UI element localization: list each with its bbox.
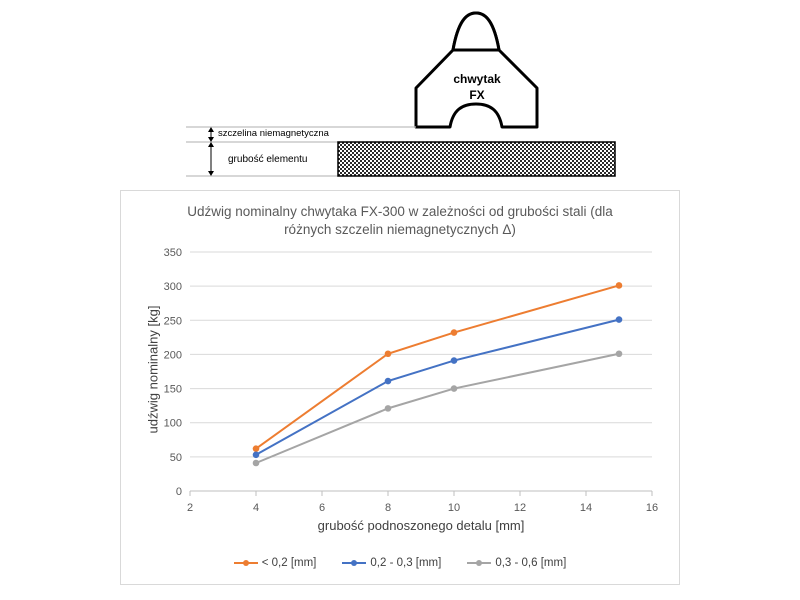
data-point <box>615 282 623 289</box>
legend-label: 0,2 - 0,3 [mm] <box>370 557 442 569</box>
gripper-diagram: chwytak FX szczelina niemagnetyczna grub… <box>186 11 616 177</box>
x-tick-label: 8 <box>385 502 391 514</box>
data-point <box>450 385 458 392</box>
chart-legend: < 0,2 [mm] 0,2 - 0,3 [mm] 0,3 - 0,6 [mm] <box>120 557 680 569</box>
thickness-label: grubość elementu <box>228 154 308 165</box>
x-tick-label: 10 <box>448 502 460 514</box>
legend-label: 0,3 - 0,6 [mm] <box>495 557 567 569</box>
y-tick-label: 250 <box>164 315 182 327</box>
data-point <box>252 451 260 459</box>
dimension-arrows <box>208 127 214 176</box>
data-point <box>252 445 260 452</box>
series-line <box>255 318 620 456</box>
data-point <box>384 377 392 385</box>
legend-label: < 0,2 [mm] <box>261 557 317 569</box>
data-point <box>450 329 458 336</box>
y-axis-label: udźwig nominalny [kg] <box>145 305 161 434</box>
data-point <box>450 357 458 364</box>
chart-area <box>120 190 680 585</box>
series-line <box>255 352 620 464</box>
x-tick-label: 12 <box>514 502 526 514</box>
x-axis-label: grubość podnoszonego detalu [mm] <box>317 518 525 533</box>
data-point <box>384 405 392 412</box>
y-tick-label: 0 <box>176 486 182 498</box>
data-point <box>384 350 392 358</box>
gripper-label-line2: FX <box>469 88 484 102</box>
x-tick-label: 4 <box>253 502 259 514</box>
x-tick-label: 14 <box>580 502 592 514</box>
y-tick-label: 350 <box>164 247 182 259</box>
gripper-top-dome <box>451 11 501 52</box>
legend-swatch <box>342 558 367 568</box>
data-point <box>252 459 260 467</box>
legend-item: 0,3 - 0,6 [mm] <box>467 557 566 569</box>
chart-title-line1: Udźwig nominalny chwytaka FX-300 w zależ… <box>187 204 613 219</box>
legend-item: 0,2 - 0,3 [mm] <box>342 557 441 569</box>
x-tick-label: 2 <box>187 502 193 514</box>
y-tick-label: 50 <box>170 452 182 464</box>
steel-element <box>337 141 616 177</box>
chart-title-line2: różnych szczelin niemagnetycznych Δ) <box>284 222 516 237</box>
legend-swatch <box>233 558 258 568</box>
x-tick-label: 6 <box>319 502 325 514</box>
gripper-label-line1: chwytak <box>453 72 501 86</box>
legend-swatch <box>467 558 492 568</box>
y-tick-label: 200 <box>164 349 182 361</box>
gap-label: szczelina niemagnetyczna <box>218 128 330 139</box>
y-tick-label: 150 <box>164 384 182 396</box>
legend-item: < 0,2 [mm] <box>233 557 317 569</box>
y-tick-label: 300 <box>164 281 182 293</box>
y-tick-label: 100 <box>164 418 182 430</box>
x-tick-label: 16 <box>646 502 658 514</box>
data-point <box>615 316 623 323</box>
series-line <box>255 284 620 450</box>
data-point <box>615 350 623 358</box>
